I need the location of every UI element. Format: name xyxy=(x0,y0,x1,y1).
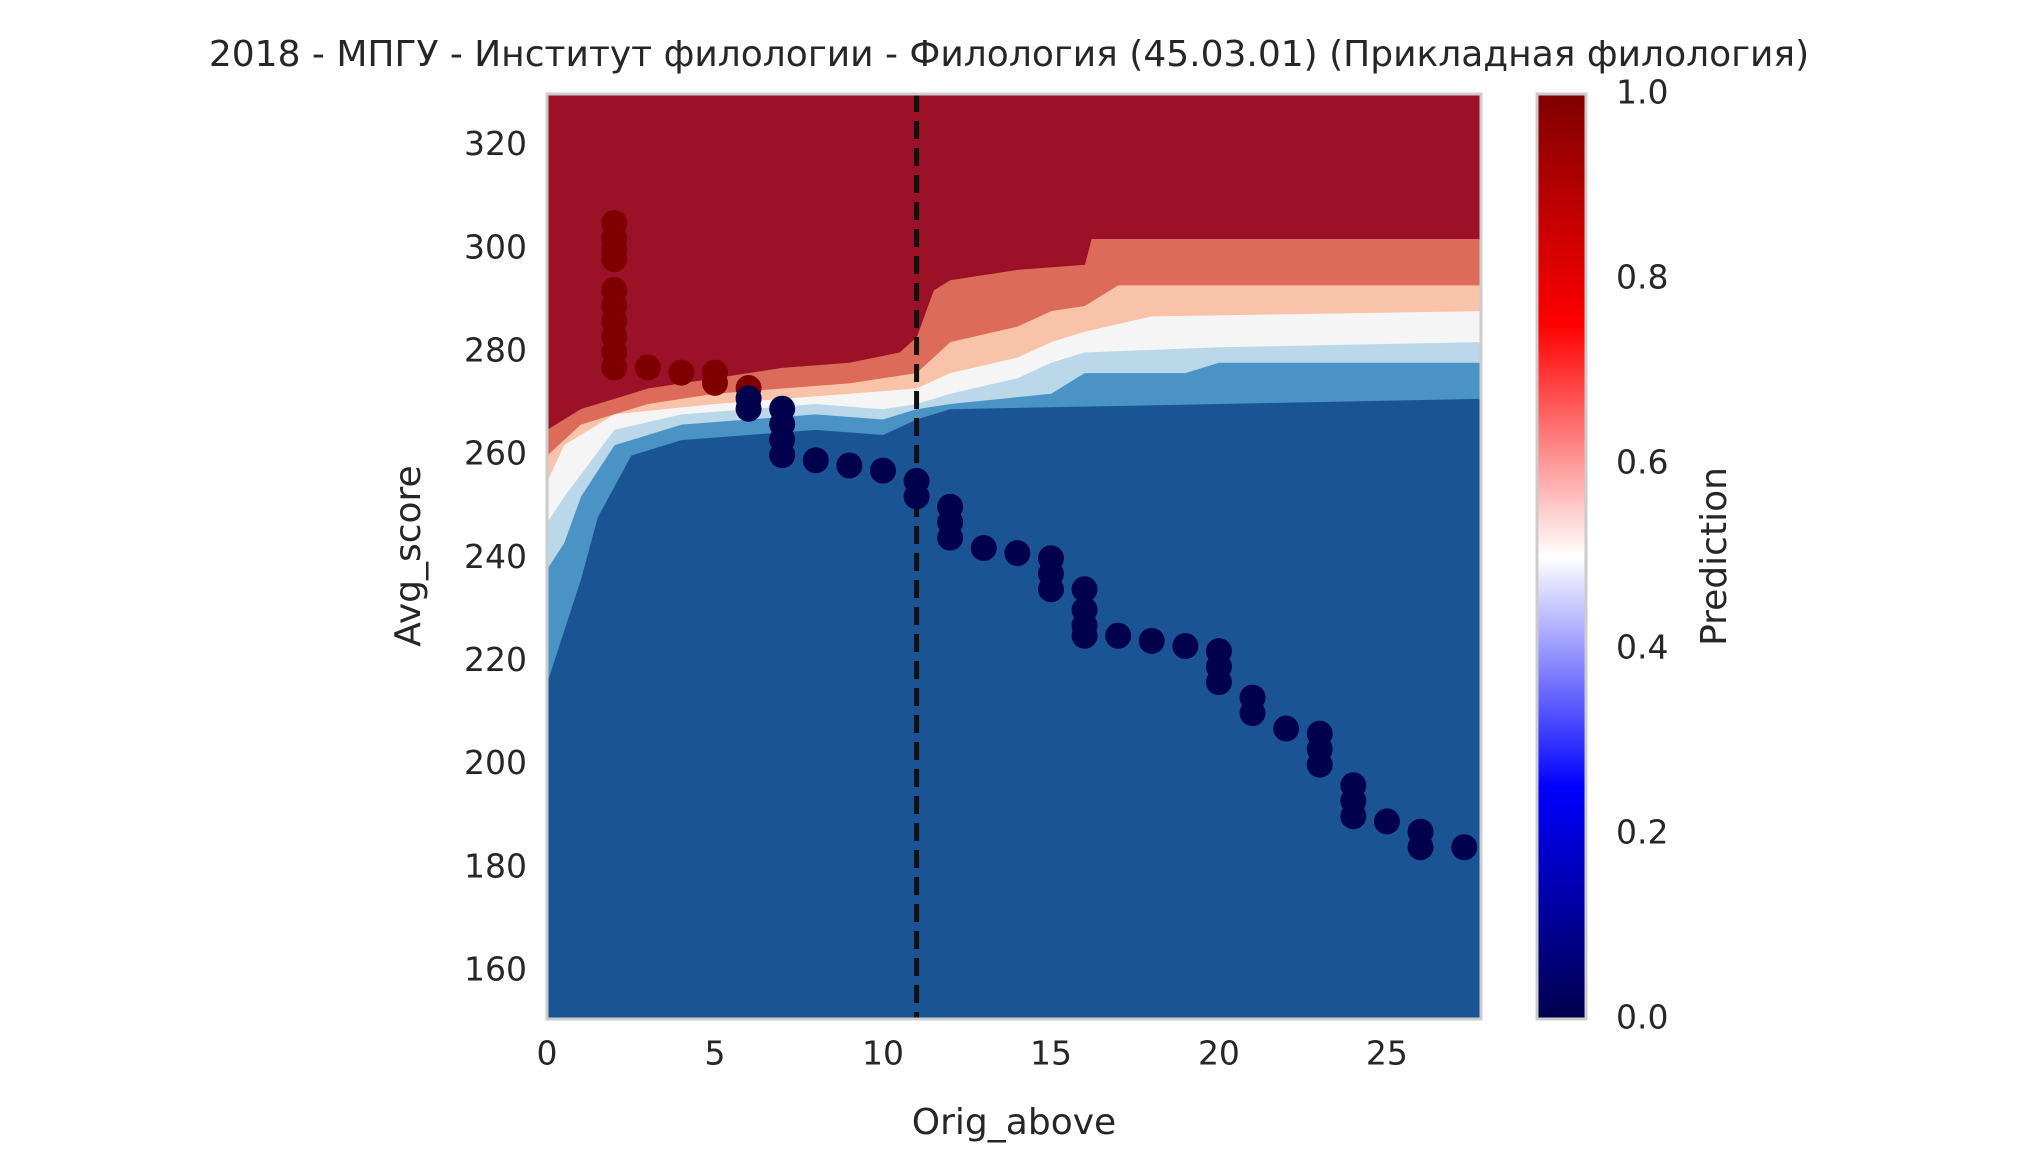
y-axis-label: Avg_score xyxy=(388,465,429,646)
point xyxy=(668,359,695,386)
x-tick-label: 25 xyxy=(1366,1034,1408,1073)
x-tick-label: 20 xyxy=(1198,1034,1240,1073)
plot-frame xyxy=(545,92,1483,1021)
y-tick-label: 240 xyxy=(464,537,527,576)
contour-boundary xyxy=(547,397,1481,683)
point xyxy=(634,354,661,381)
contour-boundary xyxy=(547,237,1481,430)
contour-boundary xyxy=(547,361,1481,569)
point xyxy=(802,447,829,474)
point xyxy=(1037,576,1064,603)
point xyxy=(903,483,930,510)
x-tick-label: 5 xyxy=(704,1034,725,1073)
point xyxy=(869,457,896,484)
point xyxy=(1407,834,1434,861)
y-tick-label: 260 xyxy=(464,434,527,473)
x-tick-label: 15 xyxy=(1030,1034,1072,1073)
point xyxy=(1138,627,1165,654)
y-tick-label: 160 xyxy=(464,950,527,989)
colorbar-tick-label: 1.0 xyxy=(1616,73,1668,112)
point xyxy=(1105,622,1132,649)
point xyxy=(1004,540,1031,567)
point xyxy=(937,524,964,551)
y-tick-label: 280 xyxy=(464,330,527,369)
x-tick-label: 10 xyxy=(862,1034,904,1073)
point xyxy=(1340,803,1367,830)
colorbar-tick-label: 0.4 xyxy=(1616,628,1668,667)
y-tick-label: 300 xyxy=(464,227,527,266)
point xyxy=(1071,576,1098,603)
point xyxy=(735,395,762,422)
colorbar xyxy=(1535,92,1588,1021)
point xyxy=(1306,751,1333,778)
point xyxy=(1273,715,1300,742)
colorbar-tick-label: 0.8 xyxy=(1616,258,1668,297)
point xyxy=(836,452,863,479)
point xyxy=(1451,834,1478,861)
colorbar-label: Prediction xyxy=(1694,467,1735,646)
point xyxy=(1172,633,1199,660)
point xyxy=(601,209,628,236)
y-tick-label: 180 xyxy=(464,846,527,885)
y-tick-label: 220 xyxy=(464,640,527,679)
colorbar-tick-label: 0.0 xyxy=(1616,998,1668,1037)
point xyxy=(769,442,796,469)
point xyxy=(970,534,997,561)
point xyxy=(1239,700,1266,727)
plot-area xyxy=(547,94,1481,1019)
y-tick-label: 200 xyxy=(464,743,527,782)
colorbar-tick-label: 0.2 xyxy=(1616,813,1668,852)
point xyxy=(1373,808,1400,835)
chart-title: 2018 - МПГУ - Институт филологии - Филол… xyxy=(209,34,1809,75)
x-axis-label: Orig_above xyxy=(912,1102,1116,1143)
point xyxy=(601,277,628,304)
point xyxy=(701,359,728,386)
point xyxy=(1071,622,1098,649)
contour-fill xyxy=(547,94,1481,430)
colorbar-tick-label: 0.6 xyxy=(1616,443,1668,482)
point xyxy=(1205,669,1232,696)
y-tick-label: 320 xyxy=(464,124,527,163)
x-tick-label: 0 xyxy=(537,1034,558,1073)
